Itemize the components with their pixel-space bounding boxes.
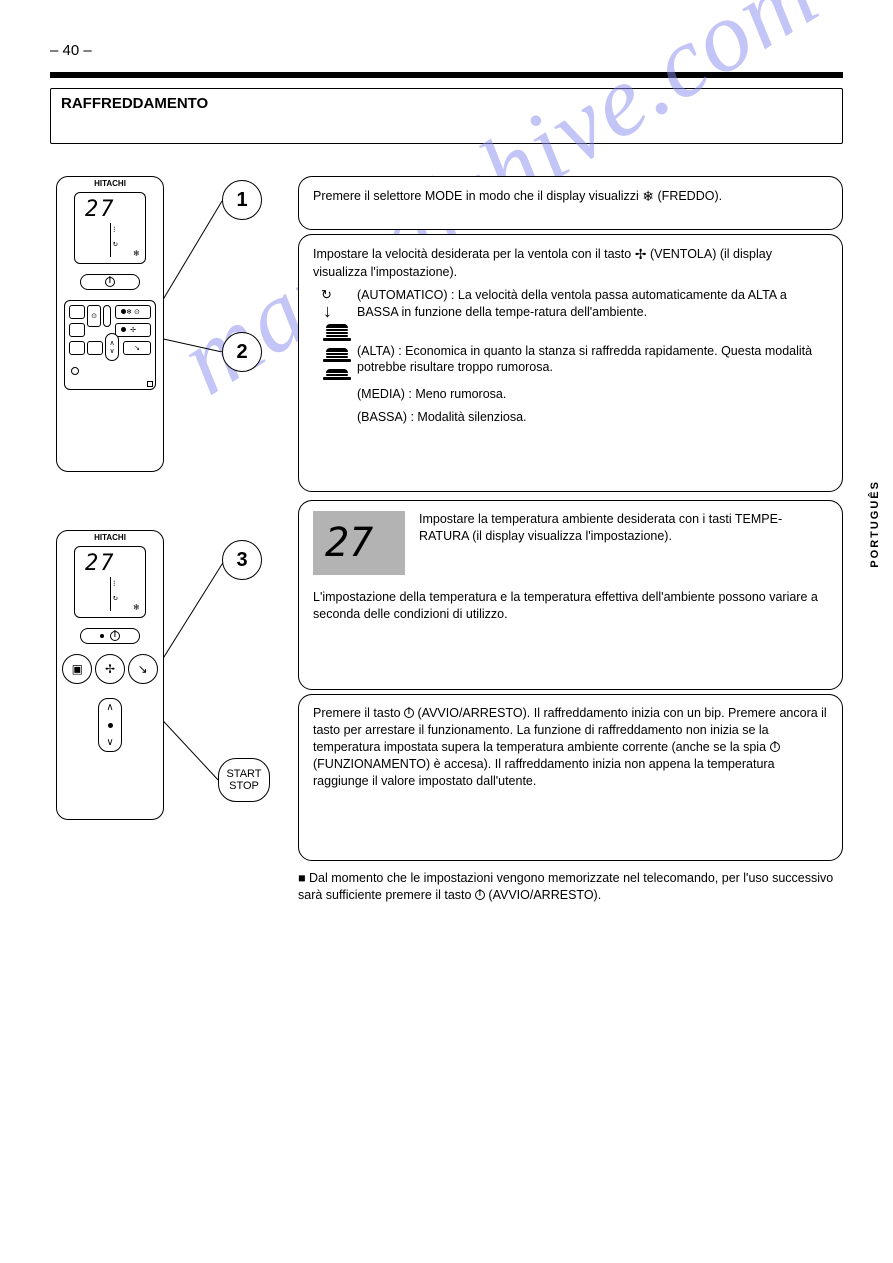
remote-lcd-2: 27 ⁝ ↻ ❄ (74, 546, 146, 618)
step4-pre: Premere il tasto (313, 706, 404, 720)
btn-temp-stepper[interactable]: ∧ ∨ (98, 698, 122, 752)
language-tab: PORTUGUÊS (869, 480, 881, 568)
low-label: (BASSA) (357, 410, 407, 424)
lcd-auto-icon-2: ↻ (113, 593, 118, 603)
footnote-bullet: ■ (298, 871, 309, 885)
remote-lcd: 27 ⁝ ↻ ❄ (74, 192, 146, 264)
step1-text-pre: Premere il selettore MODE in modo che il… (313, 189, 642, 203)
power-icon-inline-2 (770, 742, 780, 752)
btn-reserve[interactable] (87, 341, 103, 355)
section-title: RAFFREDDAMENTO (50, 88, 843, 144)
fan-high-icon (317, 323, 357, 341)
start-label: START (226, 768, 261, 780)
hi-desc: : Economica in quanto la stanza si raffr… (357, 344, 812, 375)
fan-med-icon (317, 347, 357, 362)
lcd-temp-2: 27 (85, 551, 116, 576)
step-2-marker: 2 (222, 332, 262, 372)
remote-brand-2: HITACHI (57, 531, 163, 542)
step-2-box: Impostare la velocità desiderata per la … (298, 234, 843, 492)
btn-timer-off[interactable] (69, 323, 85, 337)
hi-label: (ALTA) (357, 344, 395, 358)
step2-text-pre: Impostare la velocità desiderata per la … (313, 247, 635, 261)
med-label: (MEDIA) (357, 387, 405, 401)
btn-swing-round[interactable]: ↘ (128, 654, 158, 684)
step1-text-post: (FREDDO). (658, 189, 723, 203)
step4-end: (FUNZIONAMENTO) è accesa). Il raffreddam… (313, 757, 775, 788)
lcd-mode-icon-2: ❄ (134, 603, 139, 613)
power-icon-2 (110, 631, 120, 641)
step-1-marker: 1 (222, 180, 262, 220)
remote-closed: HITACHI 27 ⁝ ↻ ❄ ▣ ✢ ↘ ∧ ∨ (56, 530, 164, 820)
cool-icon: ❄ (642, 188, 654, 204)
remote-brand: HITACHI (57, 177, 163, 188)
btn-reset[interactable] (71, 367, 79, 375)
footnote: ■ Dal momento che le impostazioni vengon… (298, 870, 843, 904)
auto-label: (AUTOMATICO) (357, 288, 448, 302)
stop-label: STOP (229, 780, 259, 792)
footnote-post: (AVVIO/ARRESTO). (488, 888, 601, 902)
lcd-fan-icon: ⁝ (113, 225, 116, 235)
step-3-marker: 3 (222, 540, 262, 580)
page-number: – 40 – (50, 42, 92, 59)
btn-fan-round[interactable]: ✢ (95, 654, 125, 684)
step-3-box: 27 Impostare la temperatura ambiente des… (298, 500, 843, 690)
step3-note: L'impostazione della temperatura e la te… (313, 589, 828, 623)
remote-open: HITACHI 27 ⁝ ↻ ❄ ⊙ ❄ ⊙ ✢ ∧∨ ↘ (56, 176, 164, 472)
step-startstop-marker: START STOP (218, 758, 270, 802)
power-icon-footnote (475, 890, 485, 900)
lcd-fan-icon-2: ⁝ (113, 579, 116, 589)
arrow-up-icon: ∧ (106, 702, 113, 713)
lcd-auto-icon: ↻ (113, 239, 118, 249)
btn-cancel[interactable] (69, 341, 85, 355)
power-icon (105, 277, 115, 287)
btn-timer-set[interactable]: ⊙ (87, 305, 101, 327)
step-1-box: Premere il selettore MODE in modo che il… (298, 176, 843, 230)
power-icon-inline-1 (404, 708, 414, 718)
low-desc: : Modalità silenziosa. (407, 410, 527, 424)
step-4-box: Premere il tasto (AVVIO/ARRESTO). Il raf… (298, 694, 843, 861)
header-rule (50, 72, 843, 78)
remote-button-panel: ⊙ ❄ ⊙ ✢ ∧∨ ↘ (64, 300, 156, 390)
remote-power-button-2[interactable] (80, 628, 140, 644)
btn-swing[interactable]: ↘ (123, 341, 151, 355)
lcd-temp: 27 (85, 197, 116, 222)
btn-mode-round[interactable]: ▣ (62, 654, 92, 684)
arrow-down-icon: ∨ (106, 737, 113, 748)
step3-desc: Impostare la temperatura ambiente deside… (419, 511, 828, 575)
btn-temp[interactable]: ∧∨ (105, 333, 119, 361)
btn-timer-on[interactable] (69, 305, 85, 319)
fan-low-icon (317, 368, 357, 380)
lcd-mode-icon: ❄ (134, 249, 139, 259)
fan-icon: ✢ (635, 246, 647, 262)
remote-power-button[interactable] (80, 274, 140, 290)
temp-display: 27 (313, 511, 405, 575)
btn-pill-1[interactable] (103, 305, 111, 327)
med-desc: : Meno rumorosa. (405, 387, 506, 401)
